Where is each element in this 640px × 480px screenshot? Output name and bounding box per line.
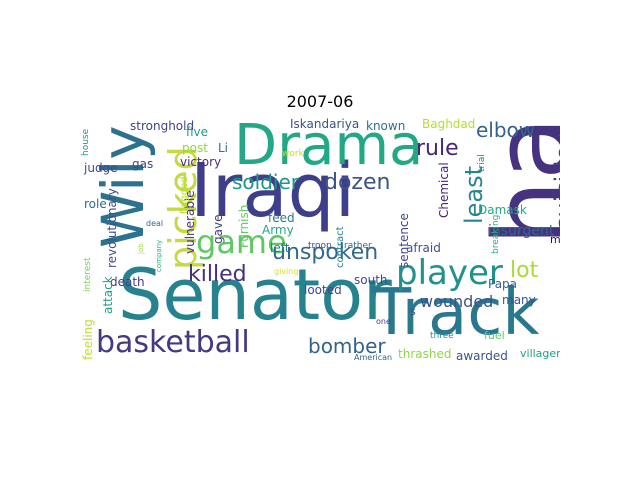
word-basketball: basketball (96, 325, 250, 360)
word-company: company (155, 239, 163, 272)
word-looted: looted (304, 283, 342, 297)
word-li: Li (218, 141, 229, 155)
word-death: death (110, 275, 145, 289)
word-south: south (354, 273, 388, 287)
figure-title: 2007-06 (286, 92, 354, 111)
word-job: job (137, 243, 145, 254)
word-breaking: breaking (491, 214, 501, 254)
word-gas: gas (132, 157, 154, 171)
word-flagged: flagged (179, 176, 190, 214)
word-killed: killed (188, 262, 247, 287)
word-revolutionary: revolutionary (105, 188, 119, 268)
word-s: s (410, 305, 416, 318)
word-one: one (376, 317, 391, 326)
word-baghdad: Baghdad (422, 118, 476, 131)
word-rather: rather (344, 241, 372, 251)
word-wounded: wounded (420, 292, 494, 311)
word-papa: Papa (488, 277, 518, 291)
word-troop: troop (308, 241, 332, 251)
word-left: left (270, 241, 290, 255)
word-army: Army (262, 223, 294, 237)
word-giving: giving (274, 267, 299, 276)
word-lot: lot (510, 258, 539, 283)
word-stronghold: stronghold (130, 119, 195, 133)
word-soldier: soldier (232, 170, 299, 194)
word-role: role (84, 197, 107, 211)
word-villager: villager (520, 347, 560, 360)
word-wily: Wily (89, 125, 157, 248)
word-awarded: awarded (456, 349, 508, 362)
word-trial: trial (477, 154, 487, 172)
word-rule: rule (416, 136, 459, 161)
word-contract: contract (335, 226, 346, 268)
word-chemical: Chemical (437, 162, 451, 218)
word-iraqi: Iraqi (190, 148, 356, 234)
word-iskandariya: Iskandariya (290, 118, 360, 131)
word-deal: deal (146, 219, 164, 228)
word-gave: gave (211, 214, 225, 244)
word-house: house (81, 128, 91, 156)
word-dozen: dozen (324, 170, 391, 195)
word-suicide: suicide (550, 145, 560, 230)
word-thrashed: thrashed (398, 347, 452, 361)
word-game: game (196, 223, 287, 261)
word-unspoken: unspoken (272, 240, 379, 265)
word-attack: attack (101, 276, 115, 314)
word-track: Track (372, 276, 540, 350)
word-senator: Senator (118, 254, 392, 336)
word-afraid: afraid (406, 241, 441, 255)
word-drama: Drama (234, 118, 424, 178)
word-player: player (396, 253, 503, 293)
word-insurgent: insurgent (488, 223, 555, 239)
word-furnish: Furnish (237, 204, 251, 248)
word-interest: interest (83, 257, 93, 292)
word-elbow: elbow (476, 118, 536, 142)
word-judge: judge (84, 161, 118, 175)
word-victory: victory (180, 155, 222, 169)
word-known: known (366, 119, 406, 133)
word-damask: Damask (478, 203, 527, 217)
word-post: post (182, 141, 208, 155)
word-work: work (282, 149, 304, 159)
word-bomber: bomber (308, 334, 386, 358)
word-many: many (502, 293, 536, 307)
word-american: American (354, 353, 393, 362)
word-feeling: feeling (81, 319, 95, 360)
word-cloud: Iraqi ha Senator Track Drama Wily picked basket… (80, 118, 560, 362)
word-feed: feed (268, 211, 295, 225)
word-fuel: fuel (484, 329, 505, 342)
word-five: five (186, 125, 209, 139)
word-man: man (550, 233, 560, 246)
word-three: three (430, 331, 454, 341)
